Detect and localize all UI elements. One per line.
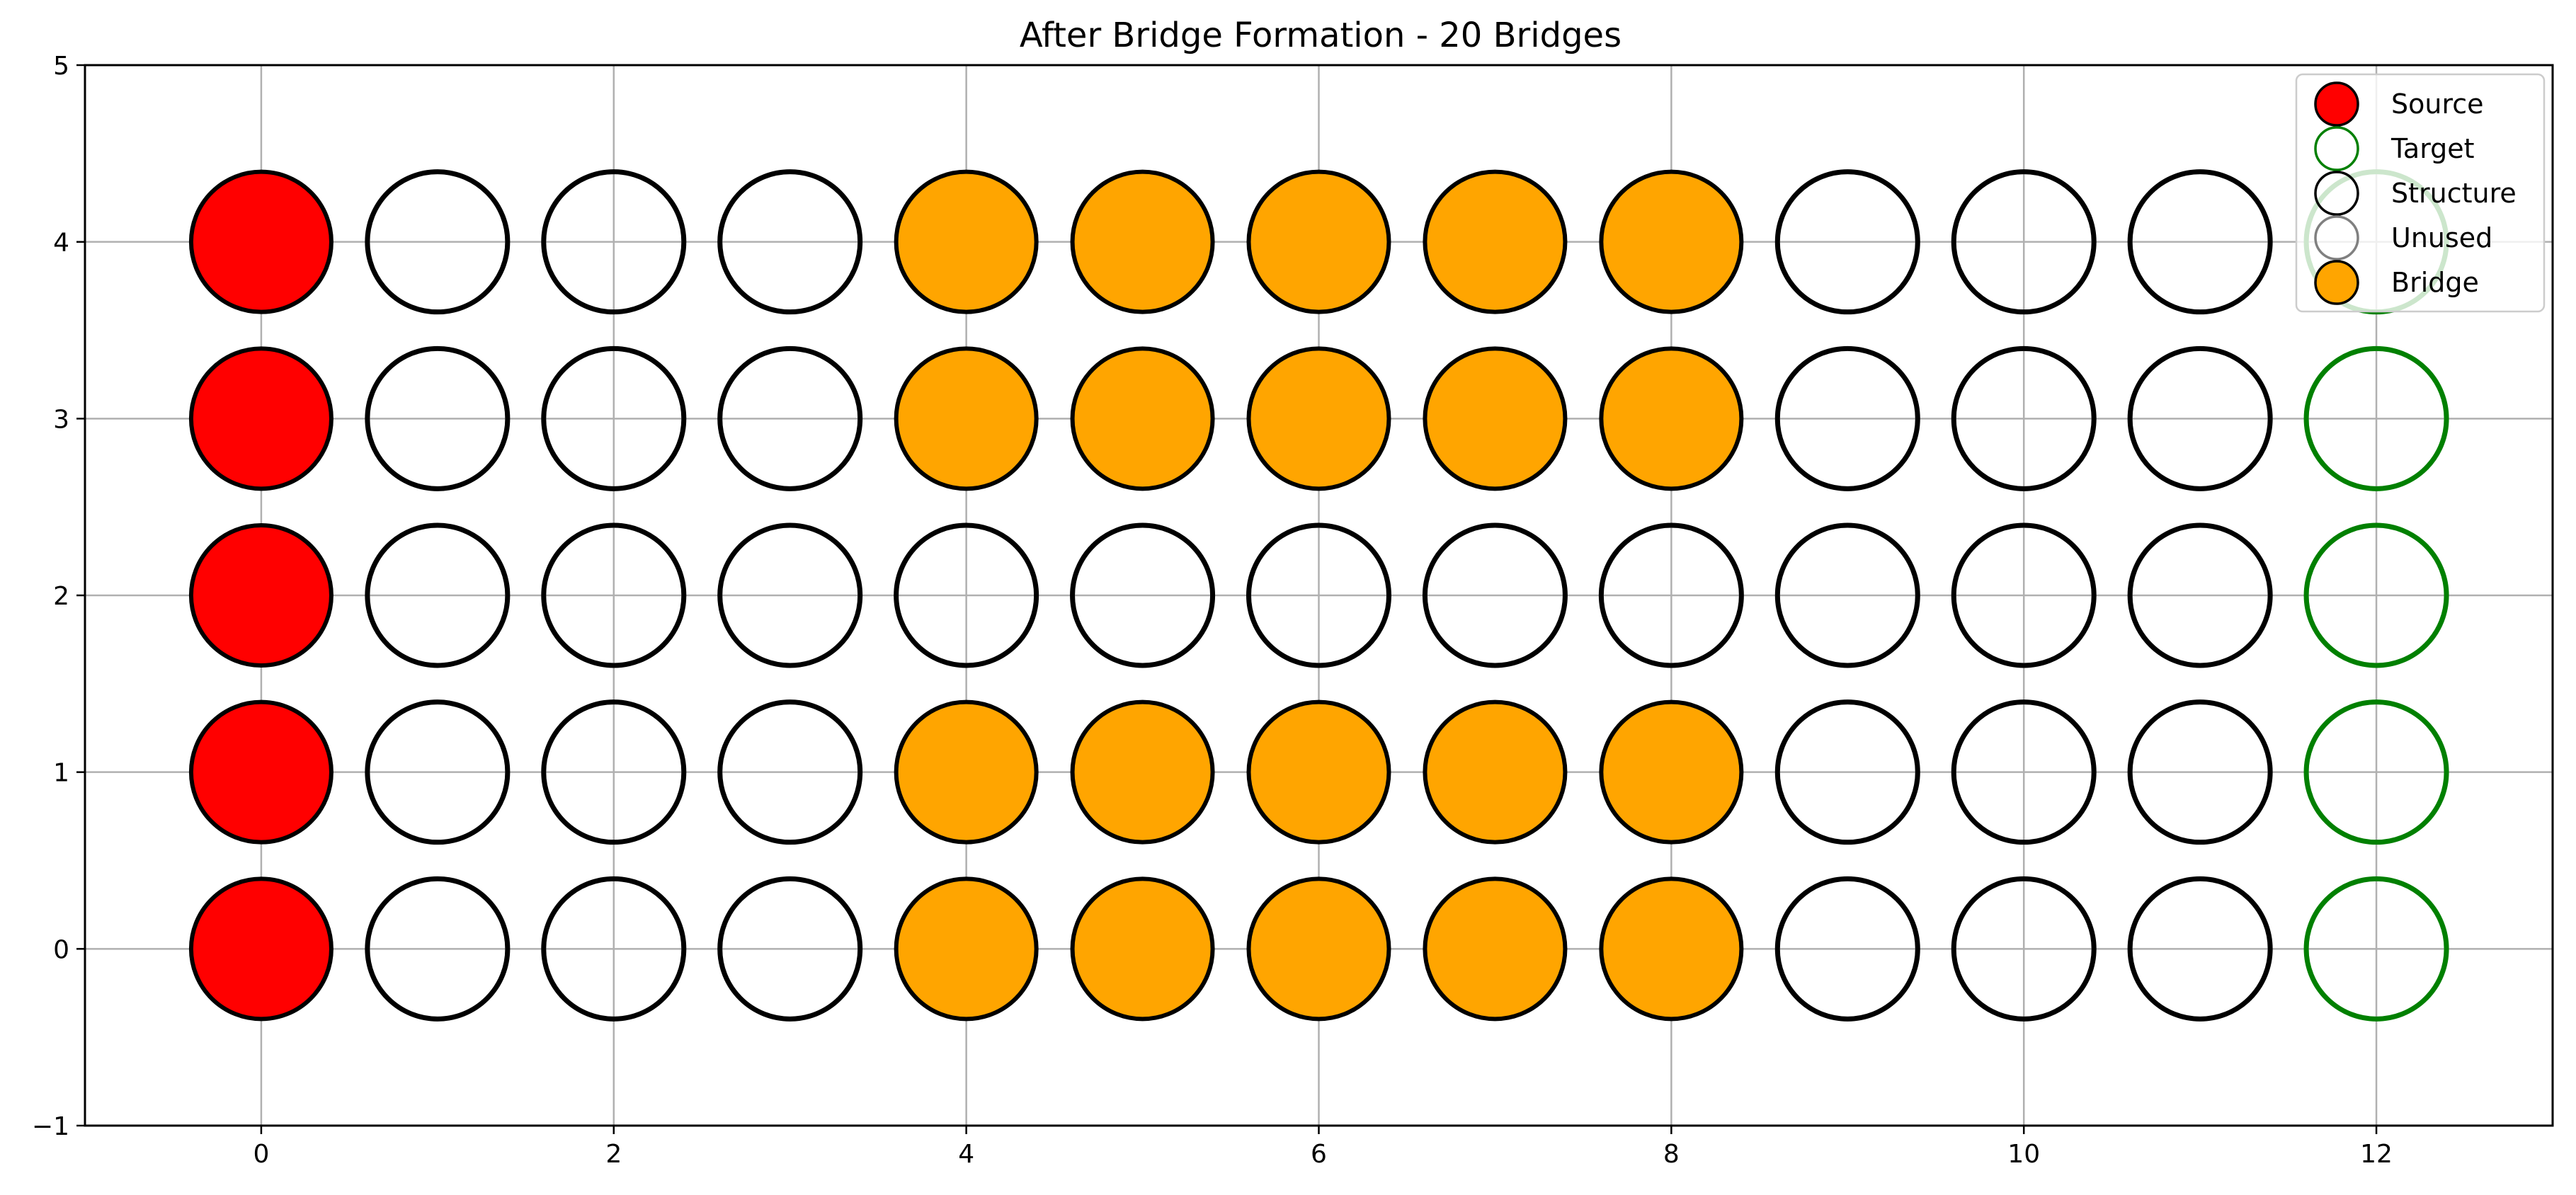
x-tick-label: 8	[1663, 1140, 1680, 1169]
marker-bridge	[894, 169, 1039, 314]
marker-bridge	[1070, 876, 1215, 1022]
marker-structure	[894, 522, 1039, 668]
marker-structure	[1774, 345, 1920, 491]
markers	[188, 169, 2449, 1022]
marker-source	[188, 346, 334, 491]
y-tick-label: 4	[53, 229, 69, 258]
marker-bridge	[894, 876, 1039, 1022]
marker-bridge	[1070, 169, 1215, 314]
marker-structure	[1774, 876, 1920, 1022]
marker-bridge	[894, 699, 1039, 845]
marker-bridge	[1423, 876, 1568, 1022]
marker-structure	[1774, 699, 1920, 845]
marker-structure	[541, 345, 687, 491]
marker-structure	[1246, 522, 1391, 668]
marker-bridge	[1599, 346, 1744, 491]
marker-bridge	[1423, 699, 1568, 845]
marker-bridge	[894, 346, 1039, 491]
marker-structure	[541, 169, 687, 315]
marker-structure	[1951, 169, 2097, 315]
y-tick-label: 3	[53, 405, 69, 434]
marker-bridge	[1423, 346, 1568, 491]
marker-source	[188, 699, 334, 845]
marker-structure	[717, 345, 863, 491]
legend-label-bridge: Bridge	[2391, 267, 2479, 298]
marker-bridge	[1246, 346, 1391, 491]
marker-structure	[541, 876, 687, 1022]
marker-source	[188, 523, 334, 668]
marker-structure	[717, 876, 863, 1022]
marker-bridge	[1070, 699, 1215, 845]
chart-title: After Bridge Formation - 20 Bridges	[1020, 16, 1622, 55]
y-tick-label: −1	[32, 1112, 69, 1141]
x-tick-label: 6	[1311, 1140, 1327, 1169]
marker-structure	[365, 876, 511, 1022]
marker-source	[188, 876, 334, 1022]
x-tick-label: 4	[958, 1140, 974, 1169]
marker-bridge	[1599, 876, 1744, 1022]
marker-bridge	[1599, 169, 1744, 314]
marker-structure	[365, 345, 511, 491]
marker-structure	[1951, 699, 2097, 845]
marker-bridge	[1423, 169, 1568, 314]
marker-structure	[1951, 522, 2097, 668]
marker-structure	[1422, 522, 1568, 668]
marker-target	[2303, 876, 2449, 1022]
marker-structure	[365, 169, 511, 315]
x-tick-label: 12	[2360, 1140, 2393, 1169]
x-tick-label: 10	[2007, 1140, 2040, 1169]
marker-target	[2303, 522, 2449, 668]
marker-structure	[717, 699, 863, 845]
marker-structure	[2127, 876, 2273, 1022]
x-tick-label: 0	[253, 1140, 269, 1169]
marker-structure	[1774, 169, 1920, 315]
marker-target	[2303, 345, 2449, 491]
legend-label-unused: Unused	[2391, 222, 2492, 253]
marker-structure	[2127, 522, 2273, 668]
y-tick-label: 5	[53, 52, 69, 81]
marker-structure	[2127, 345, 2273, 491]
legend-marker-source	[2314, 81, 2359, 127]
marker-structure	[717, 522, 863, 668]
marker-structure	[1774, 522, 1920, 668]
marker-structure	[365, 699, 511, 845]
legend: Source Target Structure Unused Bridge	[2295, 73, 2546, 313]
legend-box	[2295, 73, 2546, 313]
marker-bridge	[1246, 699, 1391, 845]
marker-structure	[2127, 699, 2273, 845]
legend-label-source: Source	[2391, 88, 2484, 120]
x-tick-label: 2	[605, 1140, 622, 1169]
legend-label-structure: Structure	[2391, 178, 2517, 209]
marker-source	[188, 169, 334, 314]
marker-structure	[1598, 522, 1744, 668]
marker-structure	[1951, 876, 2097, 1022]
marker-target	[2303, 699, 2449, 845]
marker-bridge	[1246, 876, 1391, 1022]
legend-marker-structure	[2314, 171, 2359, 216]
legend-marker-bridge	[2314, 260, 2359, 305]
y-tick-label: 0	[53, 935, 69, 964]
marker-bridge	[1070, 346, 1215, 491]
marker-structure	[717, 169, 863, 315]
marker-structure	[2127, 169, 2273, 315]
y-tick-label: 1	[53, 759, 69, 788]
y-tick-label: 2	[53, 582, 69, 611]
marker-structure	[365, 522, 511, 668]
marker-structure	[541, 699, 687, 845]
legend-marker-unused	[2314, 215, 2359, 261]
marker-structure	[541, 522, 687, 668]
marker-bridge	[1246, 169, 1391, 314]
marker-bridge	[1599, 699, 1744, 845]
legend-marker-target	[2314, 126, 2359, 171]
marker-structure	[1951, 345, 2097, 491]
marker-structure	[1070, 522, 1216, 668]
legend-label-target: Target	[2390, 133, 2475, 164]
